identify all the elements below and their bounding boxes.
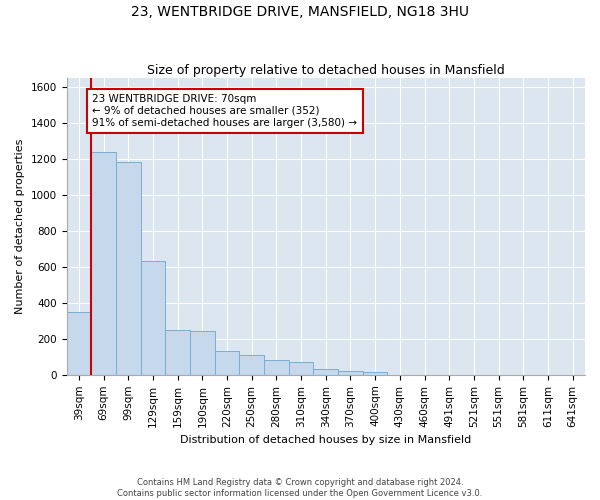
- Text: Contains HM Land Registry data © Crown copyright and database right 2024.
Contai: Contains HM Land Registry data © Crown c…: [118, 478, 482, 498]
- Bar: [116, 162, 140, 375]
- Bar: [338, 371, 363, 375]
- Title: Size of property relative to detached houses in Mansfield: Size of property relative to detached ho…: [147, 64, 505, 77]
- Text: 23 WENTBRIDGE DRIVE: 70sqm
← 9% of detached houses are smaller (352)
91% of semi: 23 WENTBRIDGE DRIVE: 70sqm ← 9% of detac…: [92, 94, 358, 128]
- X-axis label: Distribution of detached houses by size in Mansfield: Distribution of detached houses by size …: [180, 435, 472, 445]
- Y-axis label: Number of detached properties: Number of detached properties: [15, 139, 25, 314]
- Text: 23, WENTBRIDGE DRIVE, MANSFIELD, NG18 3HU: 23, WENTBRIDGE DRIVE, MANSFIELD, NG18 3H…: [131, 5, 469, 19]
- Bar: [264, 360, 289, 375]
- Bar: [91, 152, 116, 375]
- Bar: [140, 260, 165, 375]
- Bar: [313, 370, 338, 375]
- Bar: [363, 372, 388, 375]
- Bar: [239, 355, 264, 375]
- Bar: [67, 312, 91, 375]
- Bar: [165, 330, 190, 375]
- Bar: [190, 331, 215, 375]
- Bar: [289, 362, 313, 375]
- Bar: [215, 350, 239, 375]
